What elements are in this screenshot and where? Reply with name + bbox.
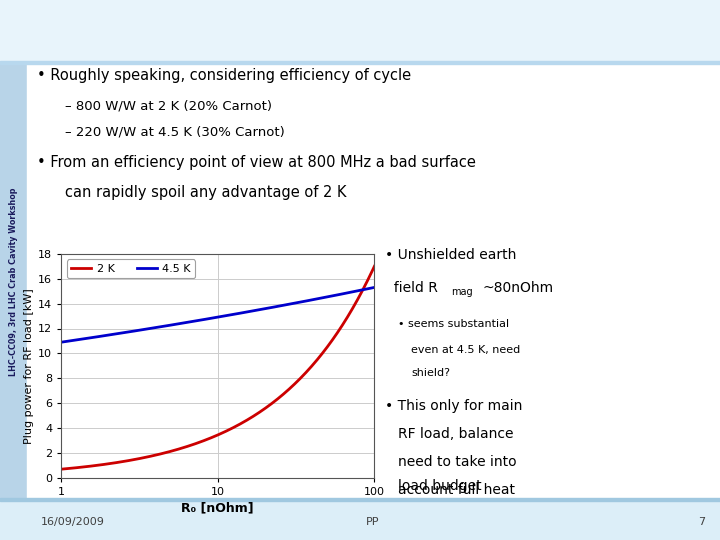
Text: • From an efficiency point of view at 800 MHz a bad surface: • From an efficiency point of view at 80… (37, 156, 476, 170)
Y-axis label: Plug power for RF load [kW]: Plug power for RF load [kW] (24, 288, 34, 444)
Text: • This only for main: • This only for main (385, 399, 523, 413)
Text: • Unshielded earth: • Unshielded earth (385, 248, 516, 262)
Text: ~80nOhm: ~80nOhm (482, 281, 554, 295)
Text: field R: field R (385, 281, 438, 295)
Text: PP: PP (366, 517, 379, 527)
Text: RF load, balance: RF load, balance (398, 427, 513, 441)
Text: – 800 W/W at 2 K (20% Carnot): – 800 W/W at 2 K (20% Carnot) (65, 99, 271, 112)
Legend: 2 K, 4.5 K: 2 K, 4.5 K (67, 259, 195, 278)
Text: – 220 W/W at 4.5 K (30% Carnot): – 220 W/W at 4.5 K (30% Carnot) (65, 125, 284, 138)
Text: • Roughly speaking, considering efficiency of cycle: • Roughly speaking, considering efficien… (37, 68, 411, 83)
Text: LHC-CC09, 3rd LHC Crab Cavity Workshop: LHC-CC09, 3rd LHC Crab Cavity Workshop (9, 187, 18, 376)
X-axis label: R₀ [nOhm]: R₀ [nOhm] (181, 501, 254, 514)
Text: Cryo efficiency: Cryo efficiency (454, 22, 640, 46)
Text: mag: mag (451, 287, 473, 297)
Text: 16/09/2009: 16/09/2009 (41, 517, 105, 527)
Text: shield?: shield? (411, 368, 450, 378)
Text: can rapidly spoil any advantage of 2 K: can rapidly spoil any advantage of 2 K (65, 185, 346, 200)
Text: load budget: load budget (398, 479, 482, 493)
Text: 7: 7 (698, 517, 705, 527)
Text: need to take into: need to take into (398, 455, 517, 469)
Text: account full heat: account full heat (398, 483, 516, 497)
Text: • seems substantial: • seems substantial (398, 319, 509, 329)
Text: even at 4.5 K, need: even at 4.5 K, need (411, 345, 521, 355)
